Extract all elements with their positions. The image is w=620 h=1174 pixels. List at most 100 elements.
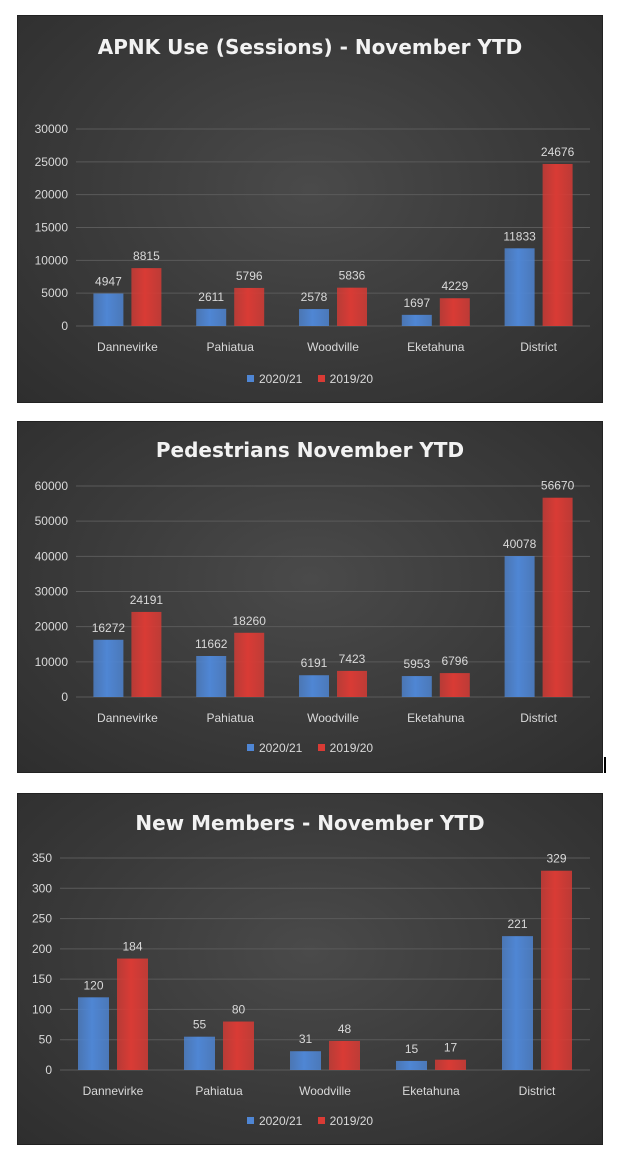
x-tick-label: Eketahuna: [407, 711, 465, 725]
bar-2019-20-eketahuna: [435, 1059, 466, 1070]
x-tick-label: Eketahuna: [402, 1084, 460, 1098]
bar-2019-20-woodville: [329, 1040, 360, 1070]
data-label: 1697: [403, 296, 430, 310]
x-tick-label: Pahiatua: [207, 340, 255, 354]
data-label: 5836: [339, 269, 366, 283]
bar-2020-21-eketahuna: [401, 314, 432, 326]
bar-2019-20-dannevirke: [131, 268, 162, 326]
data-label: 11662: [195, 637, 228, 651]
y-tick-label: 60000: [35, 479, 69, 493]
bar-2020-21-woodville: [299, 309, 329, 326]
y-tick-label: 50000: [35, 514, 69, 528]
y-tick-label: 30000: [35, 122, 69, 136]
bar-2020-21-woodville: [299, 675, 329, 697]
data-label: 5953: [403, 657, 430, 671]
y-tick-label: 0: [45, 1063, 52, 1077]
y-tick-label: 40000: [35, 549, 69, 563]
chart-title: New Members - November YTD: [135, 811, 485, 835]
bar-2020-21-dannevirke: [93, 639, 124, 697]
data-label: 16272: [92, 621, 126, 635]
chart-legend: 2020/21 2019/20: [18, 1114, 602, 1128]
data-label: 40078: [503, 537, 537, 551]
legend-item-2019-20: 2019/20: [317, 741, 374, 755]
legend-label: 2019/20: [329, 372, 374, 386]
x-tick-label: Dannevirke: [97, 340, 158, 354]
bar-2020-21-district: [504, 248, 535, 326]
chart-plot-new-members: 0 50 100 150 200 250 300 350 120 184 Dannevirke 55 8…: [32, 851, 590, 1098]
x-tick-label: Pahiatua: [195, 1084, 243, 1098]
legend-swatch-red: [317, 375, 325, 382]
data-label: 4229: [441, 279, 468, 293]
x-tick-label: Dannevirke: [83, 1084, 144, 1098]
data-label: 2578: [301, 290, 328, 304]
bar-2019-20-dannevirke: [131, 611, 162, 697]
bar-2020-21-woodville: [290, 1051, 321, 1070]
bar-2019-20-district: [541, 870, 572, 1070]
data-label: 5796: [236, 269, 263, 283]
data-label: 15: [405, 1042, 419, 1056]
x-tick-label: Dannevirke: [97, 711, 158, 725]
y-tick-label: 350: [32, 851, 52, 865]
chart-panel-apnk-sessions: 0 5000 10000 15000 20000 25000 30000 4947 8815 Da…: [18, 16, 602, 402]
data-label: 24191: [130, 593, 164, 607]
y-tick-label: 10000: [35, 253, 69, 267]
data-label: 31: [299, 1032, 313, 1046]
y-tick-label: 50: [39, 1033, 53, 1047]
legend-swatch-red: [317, 1117, 325, 1124]
y-tick-label: 300: [32, 881, 52, 895]
data-label: 17: [444, 1041, 458, 1055]
data-label: 18260: [233, 614, 267, 628]
x-tick-label: Woodville: [299, 1084, 351, 1098]
bar-2020-21-eketahuna: [396, 1060, 427, 1070]
data-label: 2611: [198, 290, 224, 304]
y-tick-label: 30000: [35, 585, 69, 599]
legend-item-2020-21: 2020/21: [246, 741, 303, 755]
y-tick-label: 20000: [35, 620, 69, 634]
chart-panel-new-members: 0 50 100 150 200 250 300 350 120 184 Dannevirke 55 8…: [18, 794, 602, 1144]
data-label: 6191: [301, 656, 328, 670]
chart-title: APNK Use (Sessions) - November YTD: [97, 35, 523, 59]
data-label: 24676: [541, 145, 575, 159]
data-label: 221: [507, 917, 527, 931]
bar-2020-21-pahiatua: [184, 1036, 215, 1070]
legend-swatch-blue: [246, 375, 254, 382]
legend-label: 2020/21: [258, 372, 303, 386]
y-tick-label: 0: [61, 319, 68, 333]
y-tick-label: 200: [32, 942, 52, 956]
legend-swatch-blue: [246, 1117, 254, 1124]
legend-item-2020-21: 2020/21: [246, 1114, 302, 1128]
bar-2020-21-dannevirke: [78, 997, 109, 1070]
y-tick-label: 250: [32, 912, 52, 926]
bar-2020-21-pahiatua: [196, 655, 227, 697]
x-tick-label: Woodville: [307, 340, 359, 354]
x-tick-label: District: [519, 1084, 556, 1098]
bar-2019-20-pahiatua: [234, 287, 265, 326]
y-tick-label: 150: [32, 972, 52, 986]
y-tick-label: 15000: [35, 221, 69, 235]
data-label: 7423: [339, 652, 366, 666]
y-tick-label: 5000: [41, 286, 68, 300]
x-tick-label: District: [520, 711, 557, 725]
data-label: 80: [232, 1003, 246, 1017]
bar-2019-20-pahiatua: [223, 1021, 254, 1070]
y-tick-label: 10000: [35, 655, 69, 669]
data-label: 56670: [541, 479, 575, 493]
x-tick-label: Woodville: [307, 711, 359, 725]
chart-plot-apnk-sessions: 0 5000 10000 15000 20000 25000 30000 4947 8815 Da…: [35, 122, 590, 354]
legend-label: 2020/21: [258, 741, 303, 755]
legend-label: 2019/20: [329, 741, 374, 755]
bar-2020-21-pahiatua: [196, 308, 227, 326]
edge-mark: [604, 757, 606, 773]
chart-title: Pedestrians November YTD: [155, 438, 465, 462]
bar-2020-21-district: [504, 556, 535, 697]
data-label: 48: [338, 1022, 352, 1036]
x-tick-label: Eketahuna: [407, 340, 465, 354]
data-label: 11833: [503, 229, 536, 243]
y-tick-label: 0: [61, 690, 68, 704]
data-label: 55: [193, 1018, 207, 1032]
bar-2019-20-eketahuna: [439, 298, 470, 326]
data-label: 184: [122, 940, 142, 954]
legend-swatch-blue: [246, 744, 254, 751]
y-tick-label: 20000: [35, 188, 69, 202]
bar-2019-20-district: [542, 163, 573, 326]
